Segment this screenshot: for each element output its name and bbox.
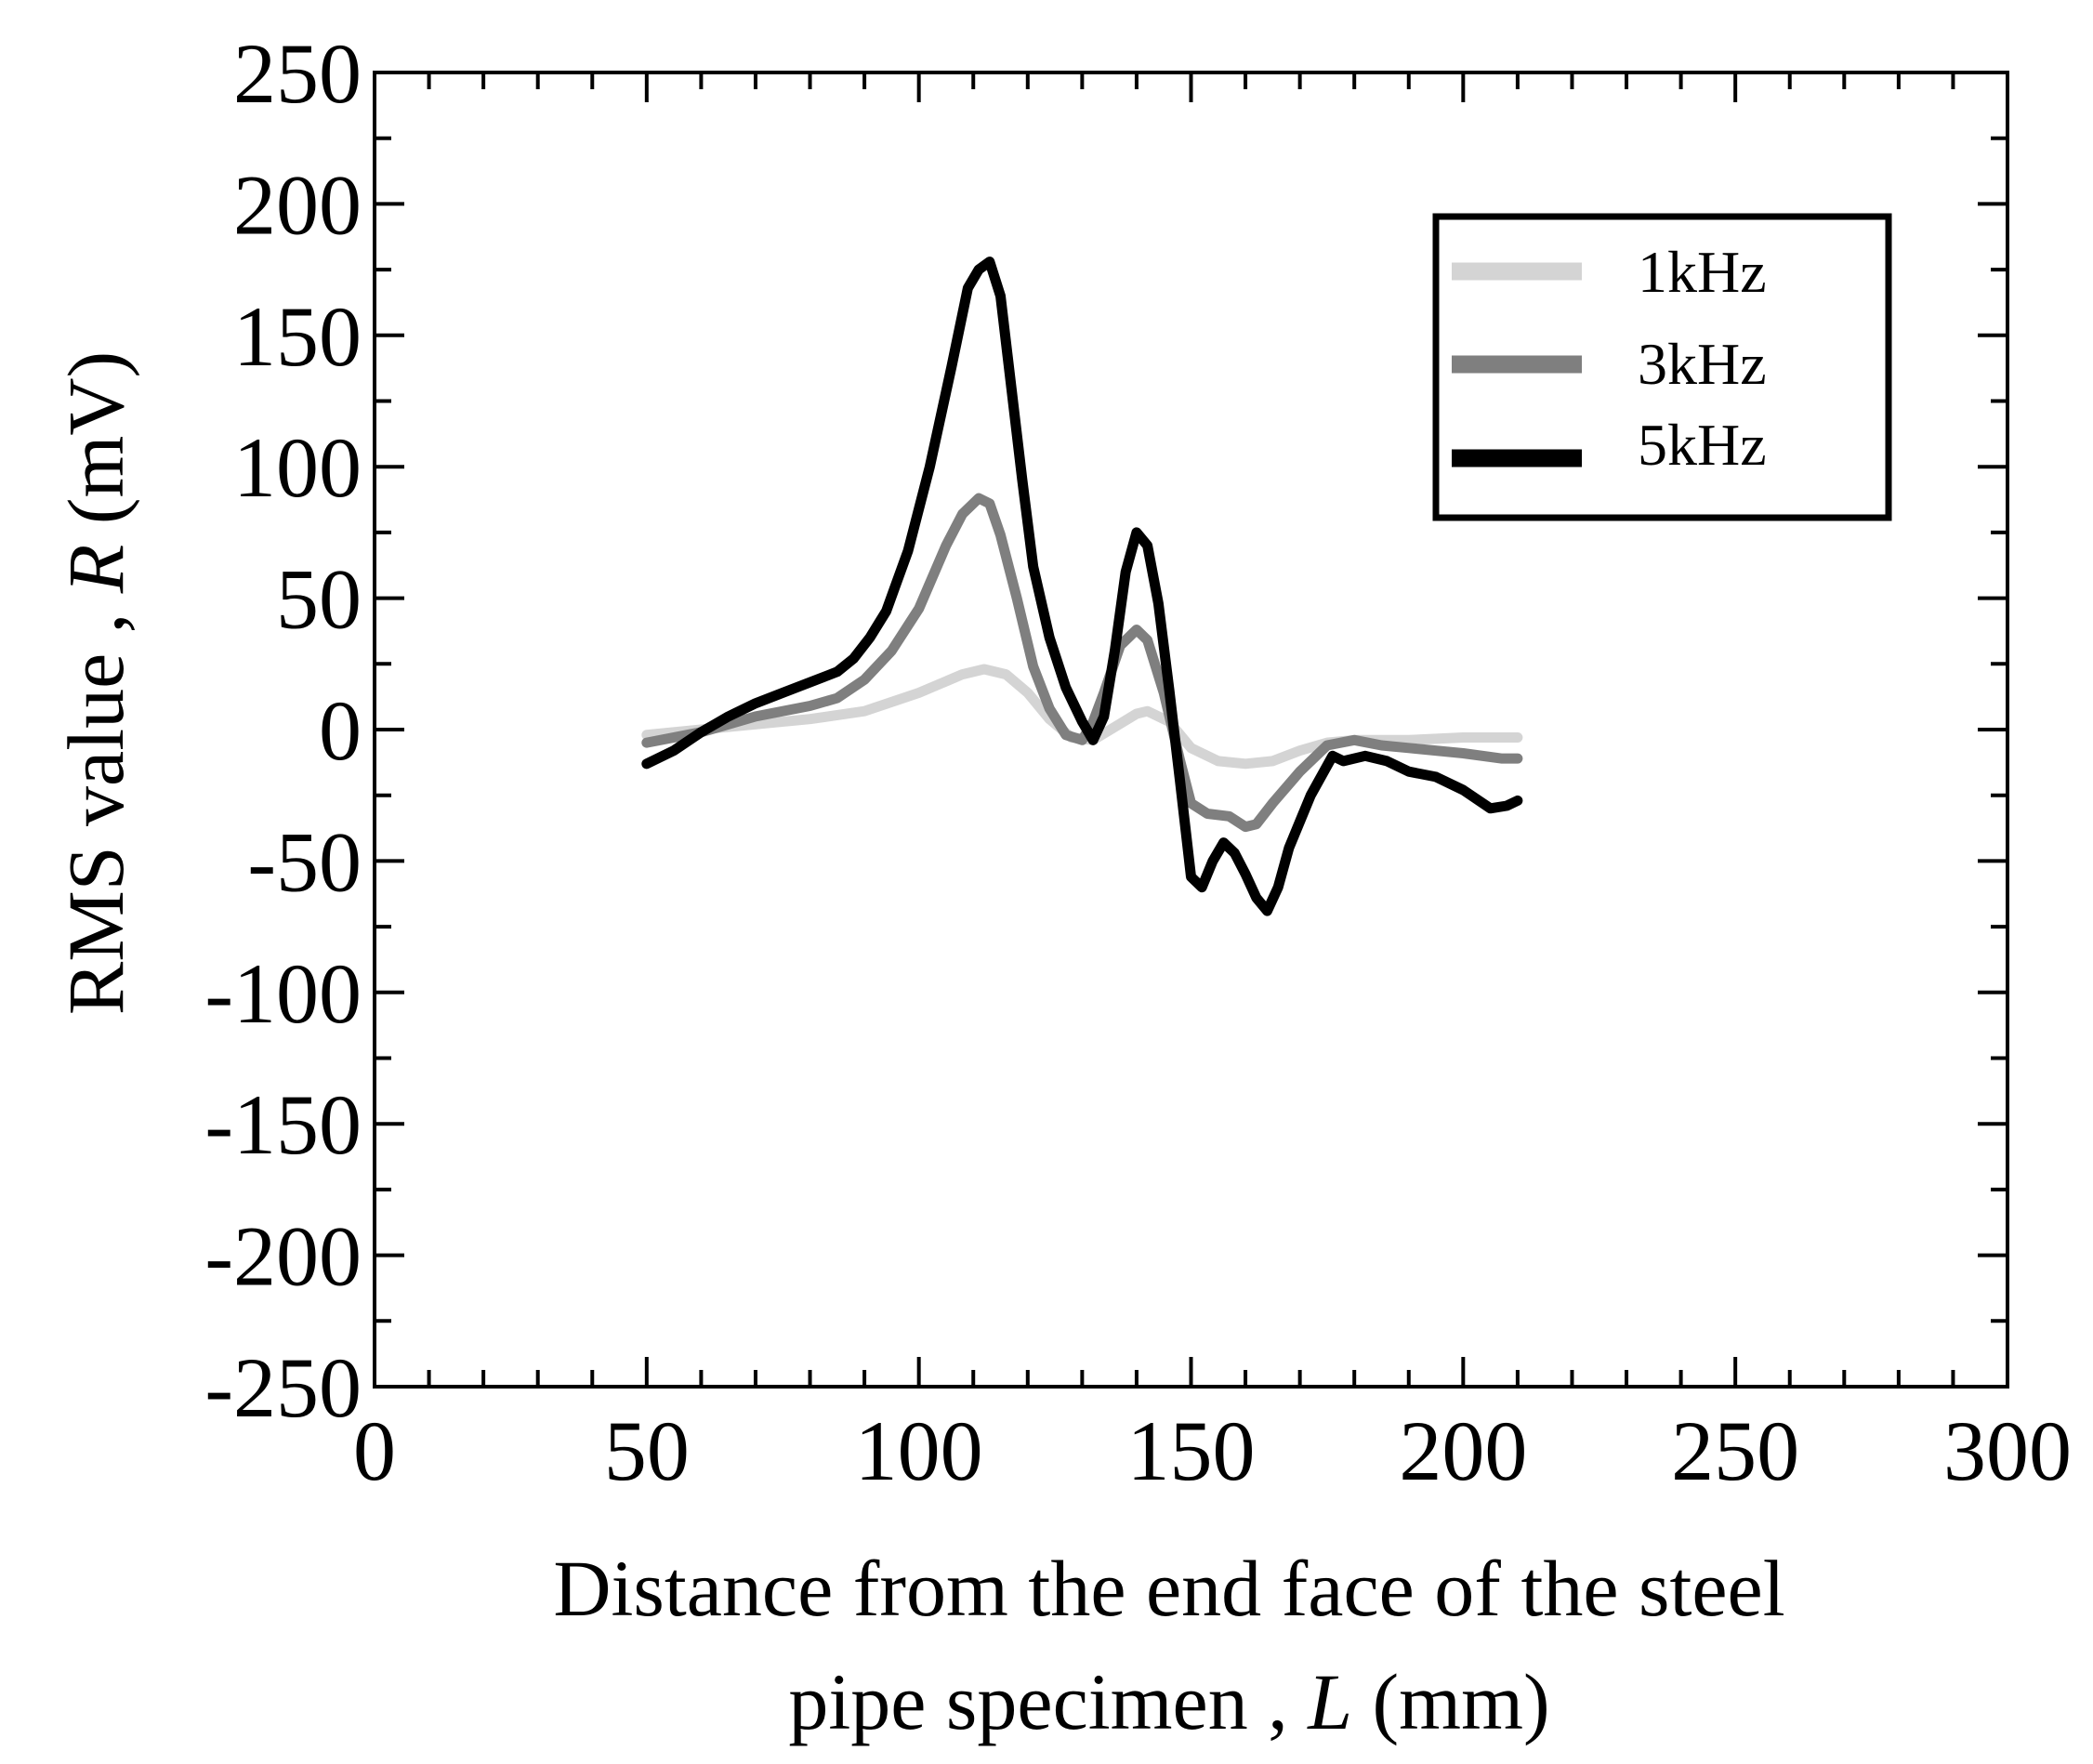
x-tick-label: 0 [353,1403,396,1498]
x-axis-tick-labels: 0 50 100 150 200 250 300 [353,1403,2072,1498]
x-axis-title-prefix: pipe specimen , [788,1657,1308,1746]
y-axis-title: RMS value , R (mV) [51,351,140,1015]
x-axis-title-variable: L [1306,1657,1352,1746]
x-axis-title-unit: (mm) [1352,1657,1550,1746]
y-tick-label: 0 [319,683,362,778]
x-tick-label: 50 [604,1403,690,1498]
y-tick-label: 250 [233,26,362,121]
legend: 1kHz 3kHz 5kHz [1432,213,1892,521]
y-axis-title-variable: R [51,545,140,595]
y-axis-tick-labels: 250 200 150 100 50 0 -50 -100 -150 -200 -250 [204,26,362,1435]
series-line-3khz [641,493,1523,833]
y-axis-title-unit: (mV) [51,351,140,545]
y-tick-label: -200 [204,1209,362,1304]
y-tick-label: -50 [247,814,362,909]
x-tick-label: 300 [1943,1403,2072,1498]
y-axis-title-prefix: RMS value , [51,593,140,1015]
x-tick-label: 150 [1127,1403,1256,1498]
x-tick-label: 100 [855,1403,983,1498]
x-axis-title-line-1: Distance from the end face of the steel [553,1544,1784,1633]
y-tick-label: 200 [233,157,362,252]
axis-ticks [373,71,2009,1389]
y-tick-label: -100 [204,946,362,1041]
x-axis-title-line-2: pipe specimen , L (mm) [788,1657,1549,1746]
series-line-1khz [641,664,1523,770]
y-tick-label: 150 [233,289,362,384]
legend-label-3khz: 3kHz [1638,331,1767,397]
legend-label-5khz: 5kHz [1638,412,1767,478]
y-tick-label: -150 [204,1077,362,1172]
y-tick-label: -250 [204,1340,362,1435]
series-line-5khz [641,257,1523,916]
data-series [641,257,1523,916]
legend-label-1khz: 1kHz [1638,239,1767,305]
y-tick-label: 50 [276,552,362,647]
y-tick-label: 100 [233,420,362,515]
x-tick-label: 250 [1671,1403,1799,1498]
x-tick-label: 200 [1399,1403,1527,1498]
